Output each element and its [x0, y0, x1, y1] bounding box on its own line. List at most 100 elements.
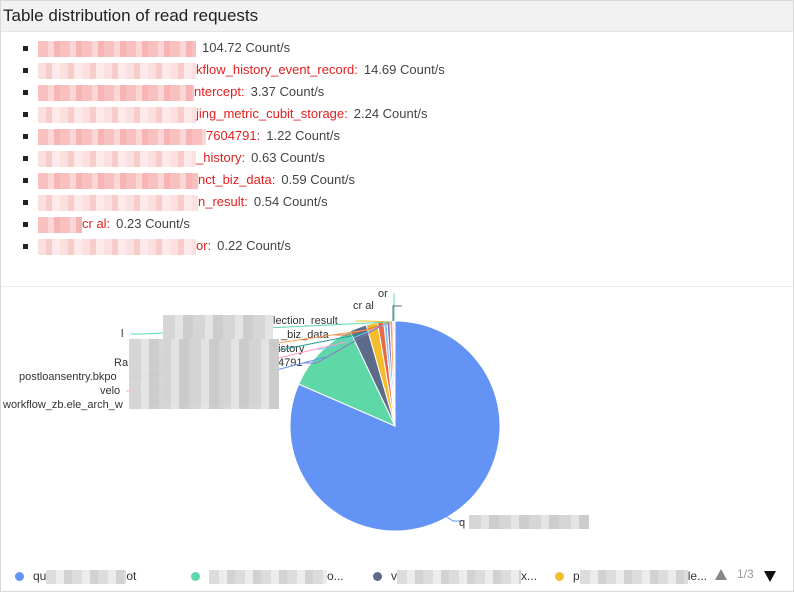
pie-leader-line: [393, 293, 395, 321]
redacted-table-name: [38, 216, 82, 233]
table-name: 7604791:: [206, 128, 261, 143]
table-name: ntercept:: [194, 84, 245, 99]
legend-label-prefix: qu: [33, 569, 47, 583]
pie-leader-line: [335, 322, 390, 336]
legend-next-page-icon[interactable]: [764, 571, 776, 582]
pie-slice-label: l: [121, 328, 123, 340]
pie-slice-label: postloansentry.bkpo: [19, 371, 117, 383]
table-name: jing_metric_cubit_storage:: [196, 106, 348, 121]
pie-slice-label: history: [272, 343, 305, 355]
redacted-table-name: [38, 150, 196, 167]
read-rate-value: 0.54 Count/s: [253, 194, 328, 209]
table-name: kflow_history_event_record:: [196, 62, 358, 77]
redacted-table-name: [38, 106, 196, 123]
bullet-icon: [23, 134, 28, 140]
pie-slice-label: _biz_data: [280, 329, 330, 341]
pie-slice-label: workflow_zb.ele_arch_w: [2, 399, 123, 411]
read-rate-value: 2.24 Count/s: [353, 106, 428, 121]
redacted-label-block: [129, 339, 279, 409]
divider: [1, 286, 793, 287]
pie-slice-label: or: [378, 288, 388, 300]
bullet-icon: [23, 244, 28, 250]
bullet-icon: [23, 200, 28, 206]
redacted-table-name: [38, 62, 196, 79]
redacted-label-block: [469, 515, 589, 529]
read-list-item: kflow_history_event_record: 14.69 Count/s: [23, 59, 445, 81]
read-rate-value: 0.22 Count/s: [217, 238, 291, 253]
pie-leader-line: [440, 512, 463, 522]
legend-item[interactable]: o...: [191, 569, 344, 584]
bullet-icon: [23, 156, 28, 162]
pie-slice[interactable]: [393, 320, 396, 427]
pie-slice-label: 4791: [278, 357, 302, 369]
legend-label-suffix: o...: [327, 569, 344, 583]
read-list-item: 104.72 Count/s: [23, 37, 445, 59]
panel-header: Table distribution of read requests: [1, 1, 793, 32]
read-list-item: cr al: 0.23 Count/s: [23, 213, 445, 235]
read-list-item: or: 0.22 Count/s: [23, 235, 445, 257]
read-list-item: _history: 0.63 Count/s: [23, 147, 445, 169]
table-name: or:: [196, 238, 212, 253]
legend-color-dot: [15, 572, 24, 582]
legend-page-indicator: 1/3: [737, 567, 754, 581]
panel-title: Table distribution of read requests: [3, 6, 259, 25]
redacted-table-name: [38, 238, 196, 255]
bullet-icon: [23, 46, 28, 52]
legend-label-prefix: p: [573, 569, 580, 583]
read-list-item: jing_metric_cubit_storage: 2.24 Count/s: [23, 103, 445, 125]
redacted-table-name: [38, 84, 194, 101]
legend-item[interactable]: qu ot: [15, 569, 137, 584]
bullet-icon: [23, 90, 28, 96]
read-list-item: ntercept: 3.37 Count/s: [23, 81, 445, 103]
redacted-legend-text: [397, 569, 521, 584]
read-rate-value: 0.23 Count/s: [116, 216, 190, 231]
legend-item[interactable]: v x...: [373, 569, 538, 584]
legend-color-dot: [191, 572, 200, 582]
legend-color-dot: [555, 572, 564, 582]
pie-slice-label: lection_result: [273, 315, 338, 327]
pie-leader-line: [130, 321, 392, 335]
read-rate-value: 3.37 Count/s: [250, 84, 325, 99]
legend-label-suffix: x...: [521, 569, 538, 583]
table-name: cr al:: [82, 216, 111, 231]
legend-prev-page-icon[interactable]: [715, 569, 727, 580]
read-rate-value: 0.59 Count/s: [281, 172, 356, 187]
redacted-legend-text: [46, 569, 127, 584]
legend-label-prefix: v: [391, 569, 397, 583]
pie-leader-line: [355, 320, 393, 323]
legend-color-dot: [373, 572, 382, 582]
read-rate-value: 0.63 Count/s: [251, 150, 325, 165]
pie-slice-label: velo: [100, 385, 120, 397]
pie-slice-label: Ra: [114, 357, 129, 369]
redacted-legend-text: [579, 569, 688, 584]
read-rate-value: 14.69 Count/s: [363, 62, 445, 77]
bullet-icon: [23, 68, 28, 74]
pie-leader-line: [304, 325, 382, 364]
redacted-table-name: [38, 40, 196, 57]
legend-item[interactable]: p le...: [555, 569, 708, 584]
read-requests-list: 104.72 Count/s kflow_history_event_record…: [23, 37, 445, 257]
pie-slice-label: q: [459, 517, 465, 529]
table-name: n_result:: [198, 194, 248, 209]
redacted-table-name: [38, 172, 198, 189]
read-list-item: n_result: 0.54 Count/s: [23, 191, 445, 213]
legend-label-suffix: le...: [687, 569, 708, 583]
read-list-item: 7604791: 1.22 Count/s: [23, 125, 445, 147]
bullet-icon: [23, 178, 28, 184]
bullet-icon: [23, 222, 28, 228]
redacted-table-name: [38, 128, 206, 145]
pie-leader-line: [392, 305, 402, 321]
read-rate-value: 1.22 Count/s: [266, 128, 340, 143]
table-name: _history:: [196, 150, 246, 165]
pie-slice[interactable]: [289, 320, 501, 532]
pie-slice-label: cr al: [353, 300, 374, 312]
bullet-icon: [23, 112, 28, 118]
redacted-table-name: [38, 194, 198, 211]
pie-slice[interactable]: [298, 330, 397, 427]
read-list-item: nct_biz_data: 0.59 Count/s: [23, 169, 445, 191]
legend-label-suffix: ot: [126, 569, 137, 583]
table-name: nct_biz_data:: [198, 172, 276, 187]
read-rate-value: 104.72 Count/s: [202, 40, 291, 55]
